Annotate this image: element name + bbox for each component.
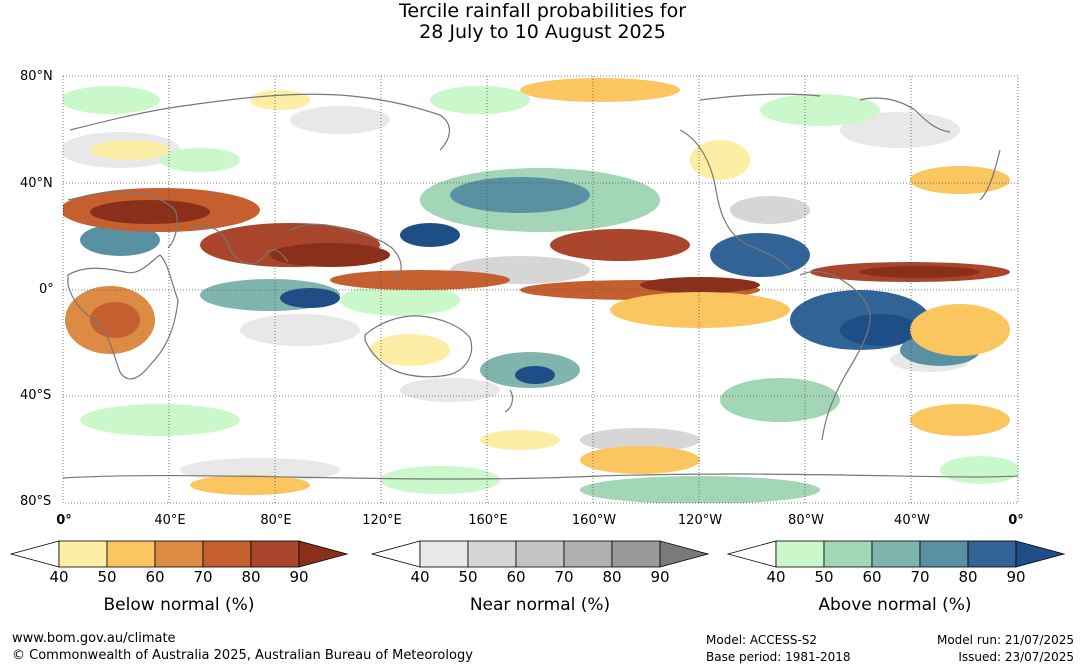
legend-near-normal-under-arrow: [371, 540, 421, 568]
legend-below-normal-swatch: [106, 540, 156, 568]
legend-above-normal-tick: 40: [766, 568, 786, 586]
legend-near-normal-tick: 90: [650, 568, 670, 586]
legend-above-normal-swatch: [967, 540, 1017, 568]
lon-label-0-right: 0°: [1008, 513, 1024, 528]
legend-near-normal-tick: 40: [410, 568, 430, 586]
footer-issued: Issued: 23/07/2025: [958, 650, 1074, 664]
legend-above-normal-tick: 90: [1006, 568, 1026, 586]
footer-website: www.bom.gov.au/climate: [12, 631, 176, 646]
legend-near-normal-swatch: [419, 540, 469, 568]
legend-below-normal-swatch: [58, 540, 108, 568]
lon-label-0: 0°: [56, 513, 72, 528]
legend-above-normal-colorbar: [727, 540, 1066, 568]
lon-label-120e: 120°E: [362, 513, 402, 528]
legend-below-normal-under-arrow: [10, 540, 60, 568]
coastlines: [63, 93, 1018, 480]
legend-near-normal-tick: 60: [506, 568, 526, 586]
lon-label-160w: 160°W: [571, 513, 617, 528]
legend-near-normal-swatch: [515, 540, 565, 568]
legend-above-normal-title: Above normal (%): [818, 595, 972, 615]
legend-below-normal-tick: 50: [97, 568, 117, 586]
footer-model-run: Model run: 21/07/2025: [936, 633, 1074, 647]
legend-below-normal-swatch: [202, 540, 252, 568]
legend-near-normal-over-arrow: [659, 540, 710, 568]
legend-above-normal-tick: 70: [910, 568, 930, 586]
legend-near-normal-swatch: [611, 540, 661, 568]
map-frame: [62, 75, 1019, 504]
lon-label-40w: 40°W: [894, 513, 930, 528]
lat-label-80s: 80°S: [20, 494, 52, 509]
title-line-2: 28 July to 10 August 2025: [419, 21, 666, 43]
lon-label-120w: 120°W: [677, 513, 723, 528]
legend-above-normal-tick: 50: [814, 568, 834, 586]
legend-near-normal-tick: 80: [602, 568, 622, 586]
title-line-1: Tercile rainfall probabilities for: [398, 0, 687, 22]
legend-near-normal-title: Near normal (%): [469, 595, 611, 615]
lat-label-80n: 80°N: [20, 69, 53, 84]
legend-near-normal-tick: 50: [458, 568, 478, 586]
lat-label-40s: 40°S: [20, 388, 52, 403]
legend-near-normal-tick: 70: [554, 568, 574, 586]
graticule: [63, 76, 1018, 503]
legend-below-normal-tick: 70: [193, 568, 213, 586]
legend-below-normal-swatch: [250, 540, 300, 568]
lat-label-equator: 0°: [39, 282, 54, 297]
legend-above-normal-under-arrow: [727, 540, 777, 568]
legend-below-normal-over-arrow: [298, 540, 349, 568]
legend-above-normal-swatch: [823, 540, 873, 568]
lon-label-80e: 80°E: [260, 513, 292, 528]
legend-above-normal-tick: 80: [958, 568, 978, 586]
legend-near-normal-colorbar: [371, 540, 710, 568]
legend-below-normal-colorbar: [10, 540, 349, 568]
lon-label-40e: 40°E: [154, 513, 186, 528]
legend-below-normal-swatch: [154, 540, 204, 568]
legend-below-normal-tick: 60: [145, 568, 165, 586]
below-normal-patches: [63, 78, 1010, 495]
footer-model: Model: ACCESS-S2: [706, 633, 818, 647]
lat-label-40n: 40°N: [20, 176, 53, 191]
legend-below-normal-title: Below normal (%): [103, 595, 255, 615]
legend-above-normal-swatch: [919, 540, 969, 568]
legend-near-normal-swatch: [563, 540, 613, 568]
footer-copyright: © Commonwealth of Australia 2025, Austra…: [12, 648, 473, 663]
lon-label-160e: 160°E: [468, 513, 508, 528]
above-normal-patches: [63, 86, 1018, 503]
legend-above-normal-tick: 60: [862, 568, 882, 586]
legend-near-normal-swatch: [467, 540, 517, 568]
legend-above-normal-swatch: [775, 540, 825, 568]
probability-field: [63, 76, 1018, 503]
lon-label-80w: 80°W: [788, 513, 824, 528]
legend-below-normal-tick: 40: [49, 568, 69, 586]
footer-base-period: Base period: 1981-2018: [706, 650, 851, 664]
legend-below-normal-tick: 90: [289, 568, 309, 586]
legend-below-normal-tick: 80: [241, 568, 261, 586]
legend-above-normal-swatch: [871, 540, 921, 568]
legend-above-normal-over-arrow: [1015, 540, 1066, 568]
